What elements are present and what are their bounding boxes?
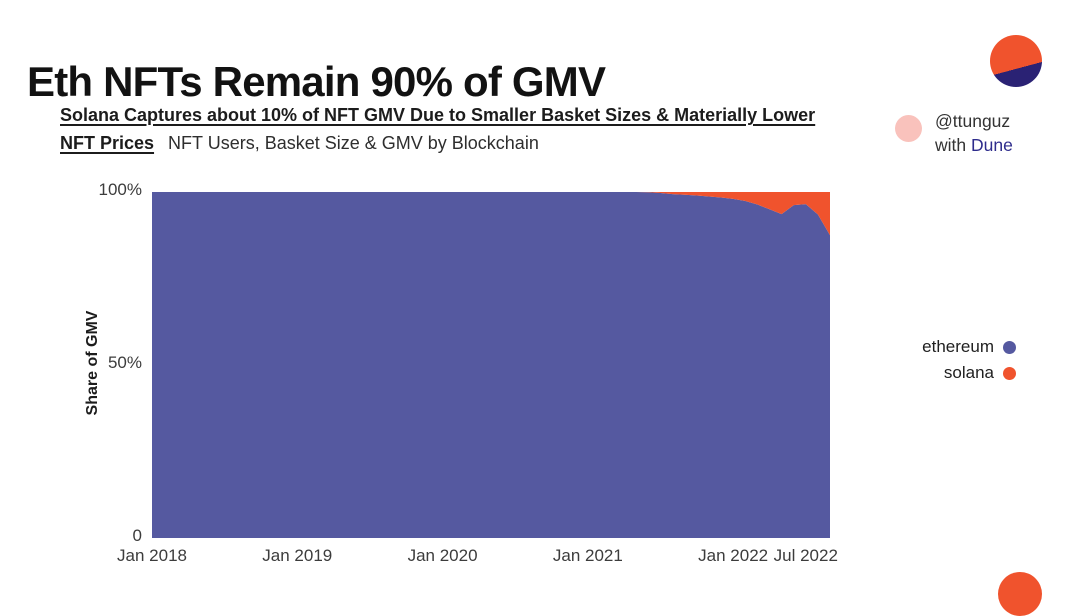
subtitle-line2: NFT Prices NFT Users, Basket Size & GMV b… xyxy=(60,129,815,157)
legend-label-ethereum: ethereum xyxy=(922,337,994,356)
area-ethereum xyxy=(152,192,830,538)
brand-name: Dune xyxy=(970,135,1013,155)
with-label: with xyxy=(935,135,971,155)
brand-logo-circle-icon xyxy=(990,35,1042,87)
legend-dot-ethereum-icon xyxy=(1003,340,1016,354)
legend-label-solana: solana xyxy=(943,363,994,382)
x-tick-jul-2022: Jul 2022 xyxy=(773,546,838,565)
infographic-page: { "header": { "title": "Eth NFTs Remain … xyxy=(27,35,1042,616)
page-title: Eth NFTs Remain 90% of GMV xyxy=(27,58,606,106)
subtitle-line1: Solana Captures about 10% of NFT GMV Due… xyxy=(60,101,815,129)
byline-with-line: with Dune xyxy=(935,133,1013,157)
chart-canvas xyxy=(152,192,830,538)
subtitle-emphasis-line1: Solana Captures about 10% of NFT GMV Due… xyxy=(60,105,816,125)
legend-item-ethereum: ethereum xyxy=(922,337,1016,357)
y-tick-50: 50% xyxy=(107,353,142,372)
y-tick-0: 0 xyxy=(132,526,142,545)
y-tick-100: 100% xyxy=(98,180,142,199)
x-tick-jan-2019: Jan 2019 xyxy=(262,546,333,565)
x-tick-jan-2022: Jan 2022 xyxy=(698,546,769,565)
chart-legend: ethereum solana xyxy=(922,337,1016,383)
corner-circle-icon xyxy=(998,572,1042,616)
author-handle: @ttunguz xyxy=(935,111,1011,131)
stacked-area-chart xyxy=(152,192,830,538)
x-tick-jan-2021: Jan 2021 xyxy=(552,546,623,565)
subtitle-description: NFT Users, Basket Size & GMV by Blockcha… xyxy=(168,133,539,153)
area-solana xyxy=(152,192,830,236)
byline: @ttunguz with Dune xyxy=(935,109,1013,157)
x-tick-jan-2020: Jan 2020 xyxy=(407,546,478,565)
pink-dot-icon xyxy=(895,115,922,142)
legend-dot-solana-icon xyxy=(1003,366,1016,380)
subtitle: Solana Captures about 10% of NFT GMV Due… xyxy=(60,101,815,157)
subtitle-emphasis-line2: NFT Prices xyxy=(60,133,155,153)
x-tick-jan-2018: Jan 2018 xyxy=(117,546,187,565)
legend-item-solana: solana xyxy=(944,363,1016,383)
